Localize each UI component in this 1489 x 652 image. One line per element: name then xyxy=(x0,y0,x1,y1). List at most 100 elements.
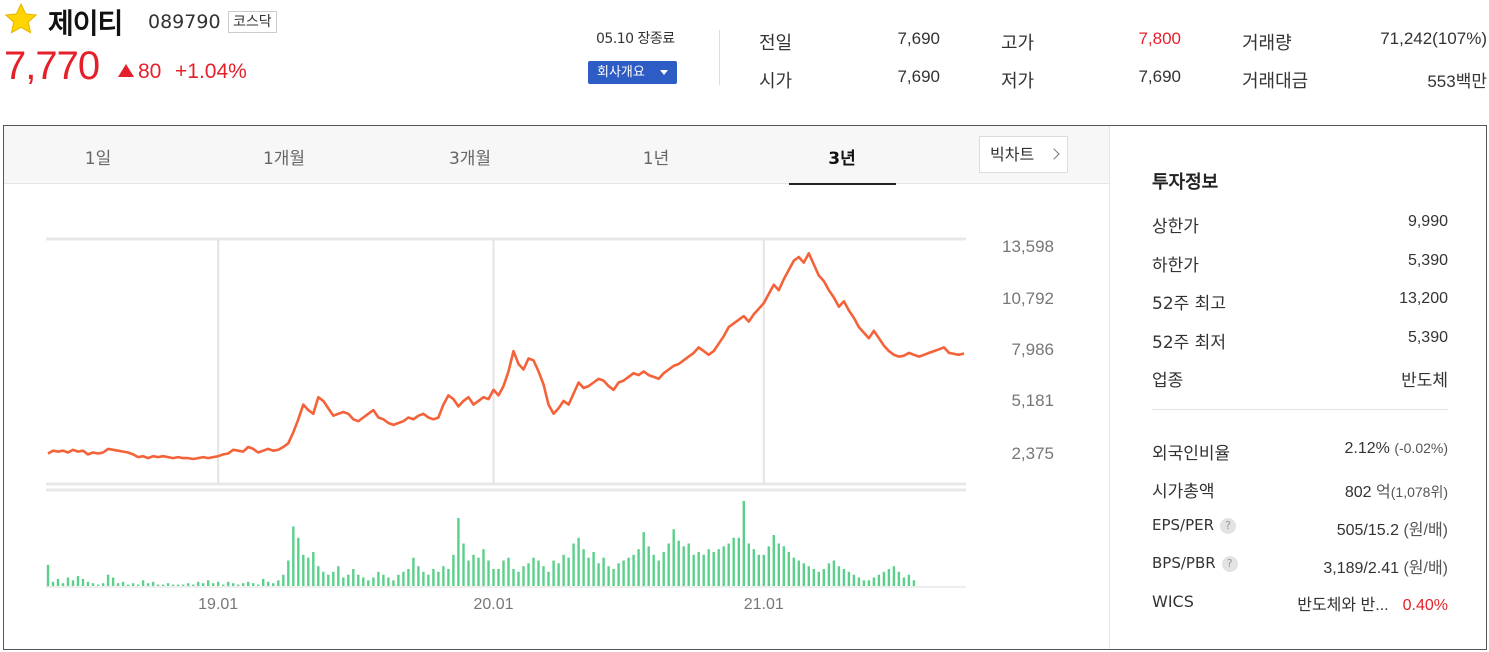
eps-per-text: EPS/PER xyxy=(1152,516,1215,534)
volume-bar xyxy=(717,549,720,586)
tab-1m[interactable]: 1개월 xyxy=(262,149,306,169)
help-icon[interactable]: ? xyxy=(1220,518,1237,534)
volume-bar xyxy=(502,560,505,586)
volume-bar xyxy=(372,577,375,586)
company-overview-label: 회사개요 xyxy=(597,65,645,80)
volume-bar xyxy=(136,584,140,586)
tab-3y[interactable]: 3년 xyxy=(828,149,856,169)
volume-bar xyxy=(697,552,700,586)
upper-limit-value: 9,990 xyxy=(1407,213,1448,230)
volume-bar xyxy=(166,583,170,586)
volume-bar xyxy=(647,546,650,586)
volume-bar xyxy=(807,566,810,586)
volume-bar xyxy=(802,563,805,586)
open-label: 시가 xyxy=(759,71,793,92)
bps-pbr-label: BPS/PBR? xyxy=(1152,554,1238,572)
volume-bar xyxy=(672,529,675,586)
market-cap: 802 xyxy=(1344,484,1372,501)
volume-bar xyxy=(812,569,815,586)
volume-bar xyxy=(837,566,841,586)
eps-per: 505/15.2 xyxy=(1336,522,1399,539)
volume-bar xyxy=(56,578,60,586)
volume-bar xyxy=(302,554,305,586)
volume-bar xyxy=(747,543,750,586)
volume-bar xyxy=(792,557,795,586)
volume-bar xyxy=(732,537,735,586)
chevron-right-icon xyxy=(1048,148,1060,160)
volume-bar xyxy=(262,578,265,586)
volume-bar xyxy=(151,581,155,587)
eps-per-label: EPS/PER? xyxy=(1152,516,1237,534)
volume-bar xyxy=(392,580,395,586)
favorite-star-icon[interactable] xyxy=(4,2,38,36)
volume-bar xyxy=(517,571,520,586)
volume-bar xyxy=(492,569,495,586)
volume-bar xyxy=(877,574,881,586)
volume-bar xyxy=(237,584,240,586)
low52-value: 5,390 xyxy=(1407,329,1448,346)
high-value: 7,800 xyxy=(1138,29,1181,48)
volume-bar xyxy=(287,560,290,586)
volume-bar xyxy=(637,549,640,586)
volume-bar xyxy=(131,583,135,586)
volume-bar xyxy=(742,501,745,586)
price-line xyxy=(47,252,965,461)
volume-bar xyxy=(121,581,125,587)
volume-bar xyxy=(66,577,70,586)
volume-bar xyxy=(482,549,485,586)
volume-bar xyxy=(532,557,535,586)
chart-panel: 1일 1개월 3개월 1년 3년 빅차트 19.01 20.01 21.01 13,5… xyxy=(3,125,1487,650)
help-icon[interactable]: ? xyxy=(1221,556,1238,572)
volume-bar xyxy=(882,571,886,586)
volume-bar xyxy=(452,554,455,586)
volume-bar xyxy=(677,540,680,586)
volume-bar xyxy=(842,569,846,586)
stock-code: 089790 xyxy=(148,11,221,33)
foreign-ratio-label: 외국인비율 xyxy=(1152,444,1231,464)
volume-bar xyxy=(357,574,360,586)
bigchart-button[interactable]: 빅차트 xyxy=(979,136,1068,173)
volume-bar xyxy=(612,569,615,586)
low52-label: 52주 최저 xyxy=(1152,333,1226,353)
volume-bar xyxy=(61,583,65,586)
volume-bar xyxy=(707,549,710,586)
price-chart: 19.01 20.01 21.01 13,598 10,792 7,986 5,181 2,3… xyxy=(46,237,1054,613)
low-value: 7,690 xyxy=(1138,67,1181,86)
volume-bar xyxy=(247,581,250,587)
volume-bar xyxy=(782,546,785,586)
tab-1y[interactable]: 1년 xyxy=(642,149,670,169)
y-tick-label: 7,986 xyxy=(1011,340,1054,359)
volume-bar xyxy=(907,574,911,586)
volume-bar xyxy=(141,580,145,586)
volume-bar xyxy=(657,560,660,586)
volume-bar xyxy=(692,554,695,586)
current-price: 7,770 xyxy=(4,44,100,88)
volume-bar xyxy=(176,584,180,586)
volume-bar xyxy=(437,571,440,586)
volume-bar xyxy=(192,584,195,586)
divider xyxy=(1152,409,1448,410)
high52-value: 13,200 xyxy=(1399,290,1448,307)
volume-bar xyxy=(467,560,470,586)
foreign-ratio-change: (-0.02%) xyxy=(1394,440,1448,456)
tab-3m[interactable]: 3개월 xyxy=(448,149,492,169)
volume-bar xyxy=(317,566,320,586)
volume-bar xyxy=(712,552,715,586)
volume-bar xyxy=(787,552,790,586)
volume-bar xyxy=(362,577,365,586)
volume-bar xyxy=(827,563,831,586)
volume-bar xyxy=(327,574,330,586)
sector-value[interactable]: 반도체 xyxy=(1401,371,1448,390)
volume-bar xyxy=(86,581,90,587)
volume-bar xyxy=(687,543,690,586)
tab-1d[interactable]: 1일 xyxy=(84,149,112,169)
volume-bar xyxy=(472,554,475,586)
volume-bar xyxy=(767,546,770,586)
volume-bar xyxy=(232,583,235,586)
wics-sector[interactable]: 반도체와 반... xyxy=(1297,597,1389,614)
price-change-percent: +1.04% xyxy=(175,60,247,83)
volume-bar xyxy=(607,566,610,586)
company-overview-button[interactable]: 회사개요 xyxy=(588,61,677,84)
volume-bar xyxy=(867,580,871,586)
volume-bar xyxy=(887,569,891,586)
